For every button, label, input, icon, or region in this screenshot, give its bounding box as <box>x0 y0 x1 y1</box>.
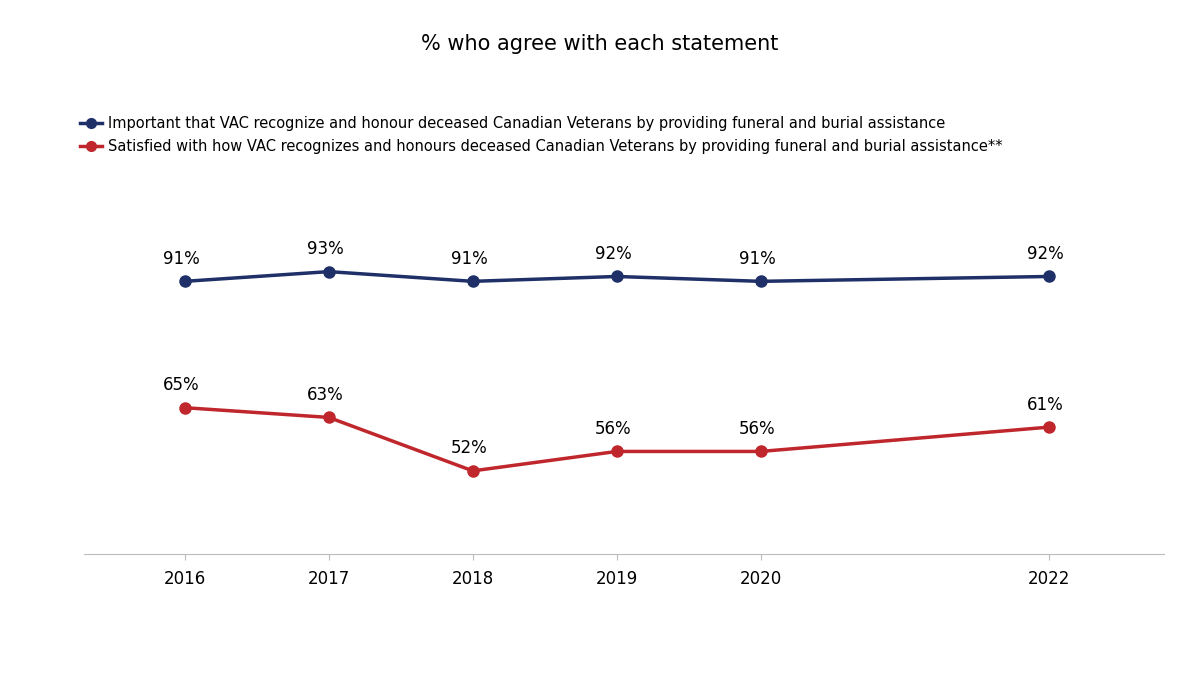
Legend: Important that VAC recognize and honour deceased Canadian Veterans by providing : Important that VAC recognize and honour … <box>80 116 1003 154</box>
Text: 52%: 52% <box>451 439 488 457</box>
Text: 61%: 61% <box>1027 396 1064 414</box>
Text: 92%: 92% <box>595 245 632 263</box>
Text: 65%: 65% <box>163 376 200 394</box>
Text: 56%: 56% <box>595 420 632 438</box>
Text: 91%: 91% <box>163 250 200 268</box>
Text: 93%: 93% <box>307 240 344 258</box>
Text: 92%: 92% <box>1027 245 1064 263</box>
Text: 91%: 91% <box>451 250 488 268</box>
Text: 91%: 91% <box>739 250 776 268</box>
Text: 56%: 56% <box>739 420 776 438</box>
Text: 63%: 63% <box>307 386 344 404</box>
Text: % who agree with each statement: % who agree with each statement <box>421 34 779 54</box>
